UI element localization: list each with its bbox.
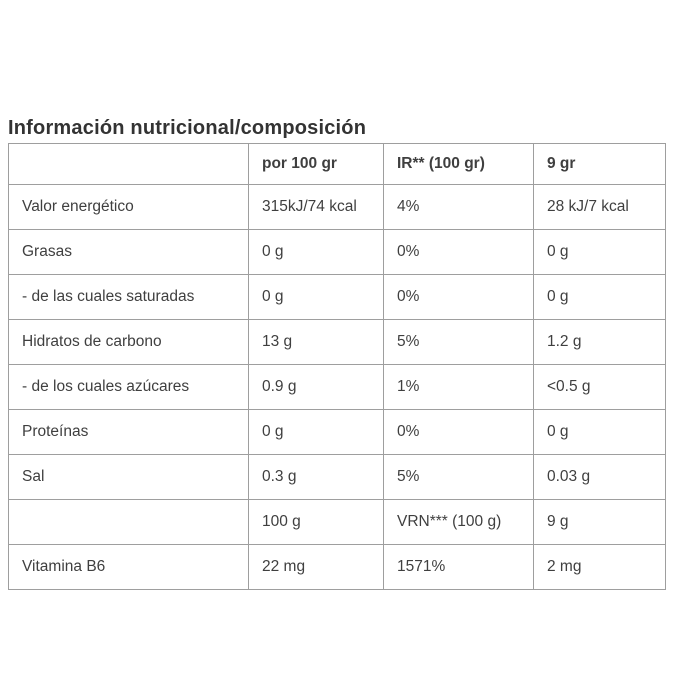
table-row: Valor energético 315kJ/74 kcal 4% 28 kJ/7 k… xyxy=(8,184,666,230)
table-row: 100 g VRN*** (100 g) 9 g xyxy=(8,499,666,545)
row-label-cell: Hidratos de carbono xyxy=(8,319,249,365)
nutrition-table: por 100 gr IR** (100 gr) 9 gr Valor energé… xyxy=(8,143,666,590)
row-label-cell: Grasas xyxy=(8,229,249,275)
value-cell: 0 g xyxy=(533,229,666,275)
value-cell: 9 g xyxy=(533,499,666,545)
row-label-cell: Proteínas xyxy=(8,409,249,455)
table-row: Sal 0.3 g 5% 0.03 g xyxy=(8,454,666,500)
value-cell: 0 g xyxy=(248,409,384,455)
value-cell: 0.03 g xyxy=(533,454,666,500)
table-row: - de las cuales saturadas 0 g 0% 0 g xyxy=(8,274,666,320)
value-cell: 0% xyxy=(383,409,534,455)
value-cell: 0 g xyxy=(248,274,384,320)
value-cell: 100 g xyxy=(248,499,384,545)
column-header-0 xyxy=(8,143,249,185)
row-label-cell: - de las cuales saturadas xyxy=(8,274,249,320)
value-cell: 315kJ/74 kcal xyxy=(248,184,384,230)
page-title: Información nutricional/composición xyxy=(8,117,367,140)
value-cell: 4% xyxy=(383,184,534,230)
table-row: Vitamina B6 22 mg 1571% 2 mg xyxy=(8,544,666,590)
value-cell: 0 g xyxy=(533,274,666,320)
column-header-3: 9 gr xyxy=(533,143,666,185)
column-header-2: IR** (100 gr) xyxy=(383,143,534,185)
value-cell: 0 g xyxy=(533,409,666,455)
value-cell: 1571% xyxy=(383,544,534,590)
column-header-1: por 100 gr xyxy=(248,143,384,185)
nutrition-table-header: por 100 gr IR** (100 gr) 9 gr xyxy=(8,143,666,185)
row-label-cell: Valor energético xyxy=(8,184,249,230)
header-row: por 100 gr IR** (100 gr) 9 gr xyxy=(8,143,666,185)
table-row: Hidratos de carbono 13 g 5% 1.2 g xyxy=(8,319,666,365)
nutrition-table-body: Valor energético 315kJ/74 kcal 4% 28 kJ/7 k… xyxy=(8,184,666,590)
value-cell: 0 g xyxy=(248,229,384,275)
value-cell: 5% xyxy=(383,454,534,500)
table-row: Proteínas 0 g 0% 0 g xyxy=(8,409,666,455)
value-cell: 13 g xyxy=(248,319,384,365)
table-row: Grasas 0 g 0% 0 g xyxy=(8,229,666,275)
row-label-cell: Sal xyxy=(8,454,249,500)
value-cell: VRN*** (100 g) xyxy=(383,499,534,545)
row-label-cell xyxy=(8,499,249,545)
value-cell: 0.3 g xyxy=(248,454,384,500)
value-cell: <0.5 g xyxy=(533,364,666,410)
value-cell: 0% xyxy=(383,274,534,320)
value-cell: 5% xyxy=(383,319,534,365)
value-cell: 1% xyxy=(383,364,534,410)
row-label-cell: Vitamina B6 xyxy=(8,544,249,590)
value-cell: 28 kJ/7 kcal xyxy=(533,184,666,230)
value-cell: 1.2 g xyxy=(533,319,666,365)
value-cell: 0.9 g xyxy=(248,364,384,410)
value-cell: 22 mg xyxy=(248,544,384,590)
table-row: - de los cuales azúcares 0.9 g 1% <0.5 g xyxy=(8,364,666,410)
value-cell: 2 mg xyxy=(533,544,666,590)
value-cell: 0% xyxy=(383,229,534,275)
row-label-cell: - de los cuales azúcares xyxy=(8,364,249,410)
